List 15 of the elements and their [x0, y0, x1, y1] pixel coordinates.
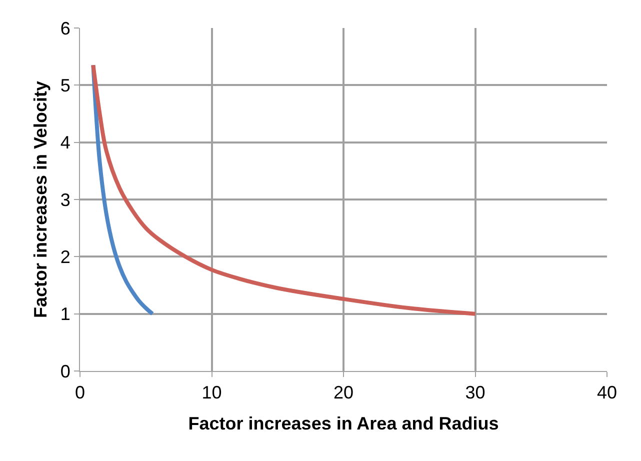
y-tick-label: 3 — [60, 190, 70, 210]
line-series — [91, 63, 478, 316]
y-tick-label: 5 — [60, 75, 70, 96]
x-tick-label: 0 — [74, 382, 86, 403]
y-tick-label: 6 — [60, 18, 70, 38]
y-tick-label: 4 — [60, 132, 70, 153]
x-tick-label: 30 — [465, 382, 486, 403]
x-tick-label: 20 — [333, 382, 354, 403]
x-axis-title: Factor increases in Area and Radius — [188, 414, 499, 434]
y-tick-label: 1 — [60, 304, 70, 324]
y-axis-title: Factor increases in Velocity — [30, 80, 51, 318]
x-tick-label: 40 — [596, 382, 618, 403]
y-tick-label: 2 — [60, 246, 70, 267]
x-tick-label: 10 — [202, 382, 222, 403]
y-tick-label: 0 — [60, 361, 70, 382]
